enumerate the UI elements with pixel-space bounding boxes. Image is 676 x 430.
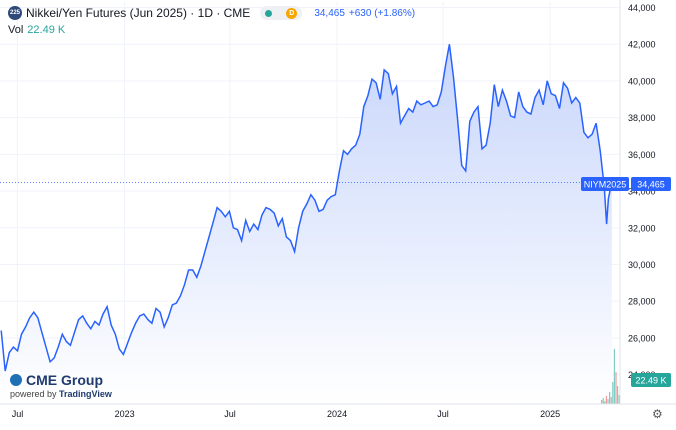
volume-bar <box>612 382 614 404</box>
x-tick-label: Jul <box>437 409 449 419</box>
volume-bar <box>607 399 609 404</box>
y-tick-label: 26,000 <box>628 333 656 343</box>
y-tick-label: 30,000 <box>628 260 656 270</box>
time-axis[interactable]: Jul 2023 Jul 2024 Jul 2025 <box>12 409 560 419</box>
x-tick-label: 2023 <box>115 409 135 419</box>
volume-value: 22.49 K <box>27 24 66 36</box>
volume-bars <box>601 349 620 404</box>
cme-tradingview-logo[interactable]: CME Group powered by TradingView <box>10 372 112 399</box>
cme-group-text: CME Group <box>26 372 103 388</box>
y-tick-label: 42,000 <box>628 40 656 50</box>
y-tick-label: 40,000 <box>628 76 656 86</box>
market-open-dot-icon <box>265 9 273 17</box>
volume-tag-text: 22.49 K <box>635 376 666 386</box>
instrument-title[interactable]: Nikkei/Yen Futures (Jun 2025) · 1D · CME <box>26 6 251 20</box>
settings-gear-icon[interactable]: ⚙ <box>652 407 663 421</box>
last-price-tags: NIYM2025 34,465 22.49 K <box>581 177 671 387</box>
y-tick-label: 28,000 <box>628 297 656 307</box>
volume-bar <box>605 396 607 404</box>
volume-tag-bg <box>631 373 671 387</box>
volume-label: Vol <box>8 24 24 36</box>
price-area <box>1 44 612 404</box>
symbol-badge: 225 <box>8 6 22 20</box>
x-tick-label: 2024 <box>327 409 347 419</box>
price-line <box>0 44 613 372</box>
market-status-pill[interactable]: D <box>260 6 303 20</box>
volume-bar <box>613 349 615 404</box>
y-tick-label: 32,000 <box>628 223 656 233</box>
last-price-tag-bg <box>631 177 671 191</box>
volume-bar <box>618 395 620 404</box>
volume-bar <box>609 392 611 404</box>
cme-globe-icon <box>10 374 22 386</box>
volume-legend[interactable]: Vol 22.49 K <box>8 24 65 36</box>
powered-by-tradingview: powered by TradingView <box>10 389 112 399</box>
x-tick-label: Jul <box>12 409 24 419</box>
tradingview-name: TradingView <box>59 389 112 399</box>
price-axis[interactable]: 44,000 42,000 40,000 38,000 36,000 34,000 32,0… <box>628 3 656 380</box>
volume-bar <box>610 397 612 404</box>
volume-bar <box>617 386 619 404</box>
y-tick-label: 38,000 <box>628 113 656 123</box>
volume-bar <box>602 398 604 404</box>
y-tick-label: 44,000 <box>628 3 656 13</box>
last-price: 34,465 <box>314 7 345 19</box>
volume-bar <box>601 400 603 404</box>
cme-group-logo: CME Group <box>10 372 112 388</box>
symbol-tag-bg <box>581 177 629 191</box>
symbol-tag-text: NIYM2025 <box>584 180 627 190</box>
x-tick-label: 2025 <box>540 409 560 419</box>
y-tick-label: 34,000 <box>628 187 656 197</box>
x-tick-label: Jul <box>224 409 236 419</box>
last-price-tag-text: 34,465 <box>637 180 665 190</box>
volume-bar <box>604 401 606 404</box>
y-tick-label: 36,000 <box>628 150 656 160</box>
volume-bar <box>615 372 617 404</box>
powered-by-prefix: powered by <box>10 389 60 399</box>
chart-header: 225 Nikkei/Yen Futures (Jun 2025) · 1D ·… <box>8 5 415 21</box>
price-change: +630 (+1.86%) <box>348 7 416 19</box>
delayed-data-badge: D <box>286 7 298 19</box>
